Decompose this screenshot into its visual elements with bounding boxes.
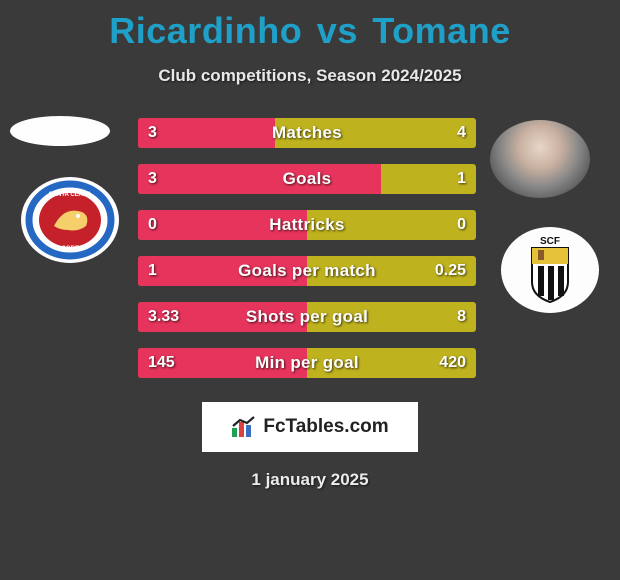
stat-label: Min per goal [138,348,476,378]
stat-row: 00Hattricks [138,210,476,240]
club-logo-left: SANTA CLARA AÇORES [20,176,120,264]
player2-photo [490,120,590,198]
player1-photo [10,116,110,146]
content-area: SANTA CLARA AÇORES SCF 34Matches 31Goals 0… [0,118,620,378]
svg-text:SANTA CLARA: SANTA CLARA [49,192,92,198]
stat-row: 10.25Goals per match [138,256,476,286]
vs-text: vs [317,10,358,51]
club-logo-right: SCF [500,226,600,314]
stat-label: Goals per match [138,256,476,286]
stat-label: Hattricks [138,210,476,240]
player2-name: Tomane [372,10,510,51]
stat-label: Matches [138,118,476,148]
stat-row: 3.338Shots per goal [138,302,476,332]
watermark-text: FcTables.com [263,416,388,438]
stat-row: 31Goals [138,164,476,194]
subtitle: Club competitions, Season 2024/2025 [0,66,620,86]
watermark: FcTables.com [202,402,418,452]
svg-text:AÇORES: AÇORES [57,246,83,252]
date: 1 january 2025 [0,470,620,490]
player1-name: Ricardinho [109,10,302,51]
svg-text:SCF: SCF [540,236,560,247]
stat-label: Shots per goal [138,302,476,332]
watermark-icon [231,416,257,438]
stat-row: 34Matches [138,118,476,148]
stat-bars: 34Matches 31Goals 00Hattricks 10.25Goals pe… [138,118,476,378]
stat-label: Goals [138,164,476,194]
stat-row: 145420Min per goal [138,348,476,378]
comparison-title: Ricardinho vs Tomane [0,0,620,52]
